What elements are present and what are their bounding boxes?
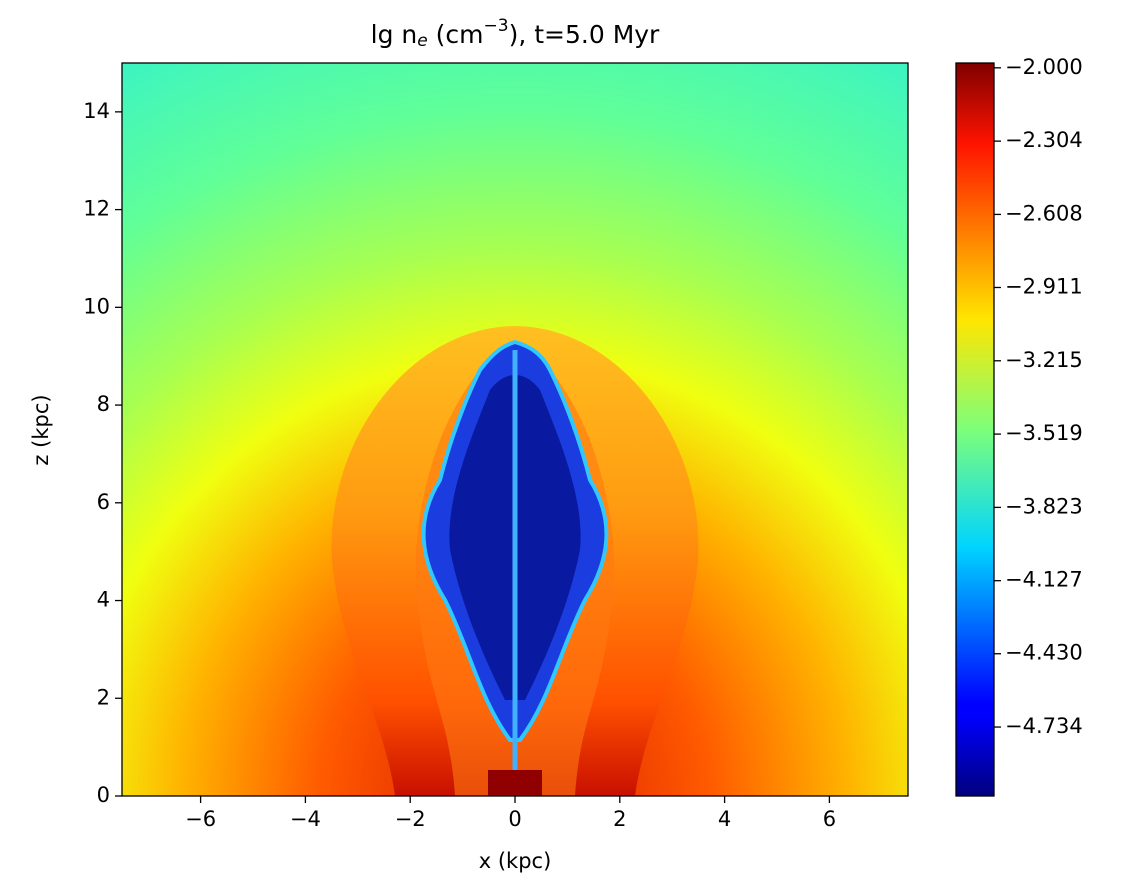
y-tick-label: 10 <box>83 294 110 318</box>
y-tick-label: 6 <box>97 490 110 514</box>
x-tick-label: 2 <box>613 807 626 831</box>
colorbar-tick-label: −3.519 <box>1005 421 1083 445</box>
colorbar-tick-label: −2.911 <box>1005 274 1083 298</box>
colorbar-tick-label: −4.430 <box>1005 641 1083 665</box>
y-tick-label: 14 <box>83 99 110 123</box>
colorbar-tick-label: −3.215 <box>1005 348 1083 372</box>
colorbar-tick-label: −2.608 <box>1005 201 1083 225</box>
colorbar-tick-label: −4.127 <box>1005 568 1083 592</box>
colorbar-tick-label: −3.823 <box>1005 494 1083 518</box>
chart-title: lg ne (cm−3), t=5.0 Myr <box>371 16 660 51</box>
x-tick-label: 0 <box>508 807 521 831</box>
density-field <box>122 63 908 796</box>
y-tick-label: 8 <box>97 392 110 416</box>
x-tick-label: 4 <box>718 807 731 831</box>
colorbar-tick-label: −2.000 <box>1005 55 1083 79</box>
colorbar-tick-label: −4.734 <box>1005 714 1083 738</box>
y-tick-label: 4 <box>97 588 110 612</box>
colorbar-tick-label: −2.304 <box>1005 128 1083 152</box>
y-tick-label: 12 <box>83 197 110 221</box>
colorbar <box>955 62 995 797</box>
x-tick-label: −4 <box>290 807 321 831</box>
y-tick-label: 2 <box>97 685 110 709</box>
x-tick-label: −2 <box>395 807 426 831</box>
x-axis-label: x (kpc) <box>479 849 552 873</box>
y-tick-label: 0 <box>97 783 110 807</box>
x-tick-label: −6 <box>185 807 216 831</box>
y-axis-label: z (kpc) <box>29 394 53 465</box>
x-tick-label: 6 <box>823 807 836 831</box>
